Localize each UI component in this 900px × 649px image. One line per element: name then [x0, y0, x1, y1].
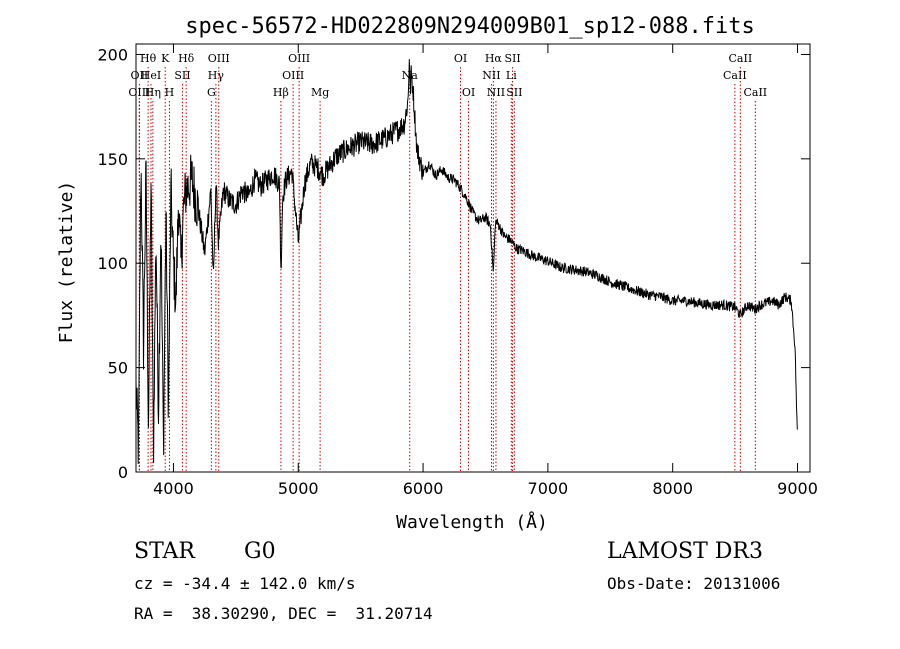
x-tick-label: 6000 [403, 479, 444, 498]
line-marker-label: NII [482, 69, 500, 82]
observation-date: Obs-Date: 20131006 [607, 574, 781, 593]
y-tick-label: 100 [97, 254, 128, 273]
line-marker-label: Hγ [208, 69, 225, 82]
line-marker-label: OIII [282, 69, 304, 82]
line-marker-label: Li [506, 69, 517, 82]
spectrum-chart: spec-56572-HD022809N294009B01_sp12-088.f… [56, 14, 818, 533]
plot-frame [135, 43, 811, 473]
x-tick-label: 5000 [278, 479, 319, 498]
y-tick-label: 150 [97, 150, 128, 169]
line-marker-label: OII [131, 69, 149, 82]
line-marker-label: CaII [729, 52, 753, 65]
line-marker-label: CaII [743, 86, 767, 99]
line-marker-label: CaII [723, 69, 747, 82]
line-marker-label: Hδ [178, 52, 195, 65]
line-marker-label: OIII [128, 86, 150, 99]
line-marker-label: SII [504, 52, 520, 65]
x-tick-label: 4000 [153, 479, 194, 498]
y-tick-label: 50 [108, 359, 128, 378]
line-marker-label: SII [506, 86, 522, 99]
line-marker-label: K [161, 52, 170, 65]
line-marker-label: OIII [288, 52, 310, 65]
redshift-velocity: cz = -34.4 ± 142.0 km/s [134, 574, 356, 593]
line-marker-label: OIII [208, 52, 230, 65]
line-marker-label: SII [174, 69, 190, 82]
line-marker-label: OI [454, 52, 467, 65]
axis-ticks: 4000 5000 6000 7000 8000 9000 0 50 100 150 200 [97, 44, 818, 498]
x-tick-label: 8000 [652, 479, 693, 498]
line-marker-label: Mg [311, 86, 329, 99]
line-marker-label: OI [462, 86, 475, 99]
object-subclass: G0 [244, 539, 276, 564]
x-tick-label: 9000 [777, 479, 818, 498]
line-marker-label: Hθ [140, 52, 157, 65]
coordinates: RA = 38.30290, DEC = 31.20714 [134, 604, 433, 623]
x-axis-label: Wavelength (Å) [396, 511, 548, 533]
line-marker-label: Hα [485, 52, 503, 65]
line-marker-label: NII [487, 86, 505, 99]
line-marker-label: Hβ [273, 86, 289, 99]
line-marker-label: G [207, 86, 216, 99]
line-marker-label: H [165, 86, 175, 99]
y-tick-label: 0 [118, 463, 128, 482]
y-tick-label: 200 [97, 45, 128, 64]
survey-name: LAMOST DR3 [607, 539, 763, 564]
y-axis-label: Flux (relative) [56, 181, 77, 344]
line-marker-label: Hη [145, 86, 161, 99]
object-class: STAR [134, 539, 195, 564]
line-marker-label: HeI [141, 69, 161, 82]
x-tick-label: 7000 [528, 479, 569, 498]
chart-title: spec-56572-HD022809N294009B01_sp12-088.f… [185, 14, 755, 39]
flux-series-line [135, 59, 798, 465]
line-markers: Hθ OII OIII HeI Hη K H SII Hδ OIII Hγ G Hβ OIII OIII Mg… [128, 52, 767, 472]
